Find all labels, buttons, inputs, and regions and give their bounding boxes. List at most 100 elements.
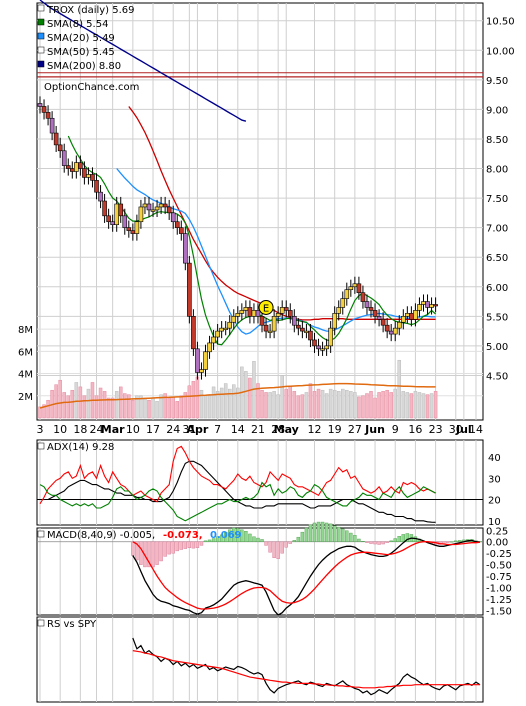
macd-histogram-bar (203, 540, 208, 542)
candle-body (49, 117, 55, 134)
candle-body (401, 316, 406, 323)
earnings-marker-label: E (263, 303, 269, 314)
volume-bar (82, 395, 87, 419)
macd-signal-value-label: 0.069 (210, 530, 242, 541)
candle-body (207, 342, 212, 353)
candle-body (316, 345, 321, 350)
candle-body (421, 301, 426, 305)
x-tick-label: 3 (37, 423, 44, 436)
macd-histogram-bar (401, 534, 406, 542)
candle-body (170, 212, 176, 223)
candle-body (405, 313, 410, 317)
macd-histogram-bar (312, 522, 317, 542)
volume-bar (304, 392, 309, 419)
volume-bar (155, 401, 159, 419)
x-tick-label: 24 (90, 423, 104, 436)
candle-body (65, 165, 71, 169)
macd-histogram-bar (373, 541, 377, 545)
macd-histogram-bar (357, 538, 361, 542)
price-tick-label: 6.50 (486, 253, 508, 264)
macd-histogram-bar (155, 541, 159, 565)
volume-bar (199, 389, 204, 419)
candle-body (429, 304, 434, 308)
candle-body (178, 227, 184, 234)
volume-bar (336, 391, 341, 419)
volume-bar (58, 379, 62, 419)
candle-body (356, 283, 362, 293)
volume-bar (268, 392, 272, 419)
volume-bar (365, 393, 369, 419)
candle-body (122, 215, 128, 228)
volume-bar (272, 391, 276, 419)
price-tick-label: 4.50 (486, 371, 508, 382)
macd-histogram-bar (131, 541, 135, 556)
volume-bar (320, 389, 325, 419)
volume-bar (417, 392, 422, 419)
macd-histogram-bar (337, 526, 341, 542)
macd-histogram-bar (151, 541, 155, 568)
volume-bar (102, 391, 107, 419)
macd-histogram-bar (228, 529, 232, 542)
candle-body (348, 286, 354, 291)
macd-histogram-bar (369, 541, 373, 544)
candle-body (328, 327, 333, 347)
macd-histogram-bar (446, 541, 450, 543)
macd-histogram-bar (163, 541, 167, 557)
volume-average-line (39, 382, 436, 409)
volume-bar (207, 395, 212, 419)
candle-body (174, 221, 180, 228)
volume-bar (78, 386, 83, 419)
macd-histogram-bar (135, 541, 139, 561)
candle-body (118, 203, 124, 217)
macd-histogram-bar (349, 532, 353, 542)
volume-bar (405, 392, 410, 419)
candle-body (372, 310, 378, 317)
volume-bar (433, 391, 438, 419)
volume-bar (409, 393, 414, 419)
candle-body (312, 339, 317, 347)
candle-body (86, 174, 91, 178)
candle-body (320, 348, 325, 351)
earnings-marker (258, 299, 274, 315)
volume-bar (211, 386, 216, 419)
macd-histogram-bar (324, 522, 329, 542)
macd-histogram-bar (308, 524, 313, 542)
macd-title: MACD(8,40,9) -0.005, (47, 530, 155, 541)
candle-body (203, 351, 208, 370)
candle-body (392, 327, 398, 335)
volume-bar (300, 394, 305, 419)
macd-histogram-bar (332, 525, 337, 542)
volume-bar (244, 371, 248, 419)
price-tick-label: 5.00 (486, 342, 508, 353)
volume-bar (393, 388, 397, 419)
volume-bar (54, 384, 58, 419)
candle-body (61, 150, 67, 166)
candle-body (187, 262, 192, 317)
macd-tick-label: -1.00 (486, 584, 512, 595)
macd-histogram-bar (219, 534, 224, 542)
macd-histogram-bar (236, 528, 240, 542)
candle-body (275, 313, 281, 317)
legend-label: SMA(20) 5.49 (47, 33, 115, 44)
volume-tick-label: 4M (18, 370, 33, 381)
volume-bar (361, 395, 365, 419)
candle-body (231, 316, 237, 323)
macd-histogram-bar (385, 541, 389, 543)
candle-body (57, 144, 63, 152)
x-tick-label: 28 (271, 423, 285, 436)
macd-histogram-bar (264, 541, 268, 546)
macd-histogram-bar (361, 541, 365, 542)
legend-swatch (37, 60, 45, 68)
macd-value-label: -0.073, (163, 530, 203, 541)
adx-tick-label: 10 (488, 517, 501, 528)
volume-bar (292, 391, 297, 419)
candle-body (425, 301, 430, 308)
macd-histogram-bar (288, 541, 292, 544)
volume-bar (38, 406, 42, 419)
candle-body (340, 298, 346, 308)
legend-label: SMA(8) 5.54 (47, 19, 108, 30)
macd-histogram-bar (389, 540, 393, 542)
x-tick-label: 24 (166, 423, 180, 436)
candle-body (304, 330, 309, 333)
sma200-line (39, 0, 247, 122)
